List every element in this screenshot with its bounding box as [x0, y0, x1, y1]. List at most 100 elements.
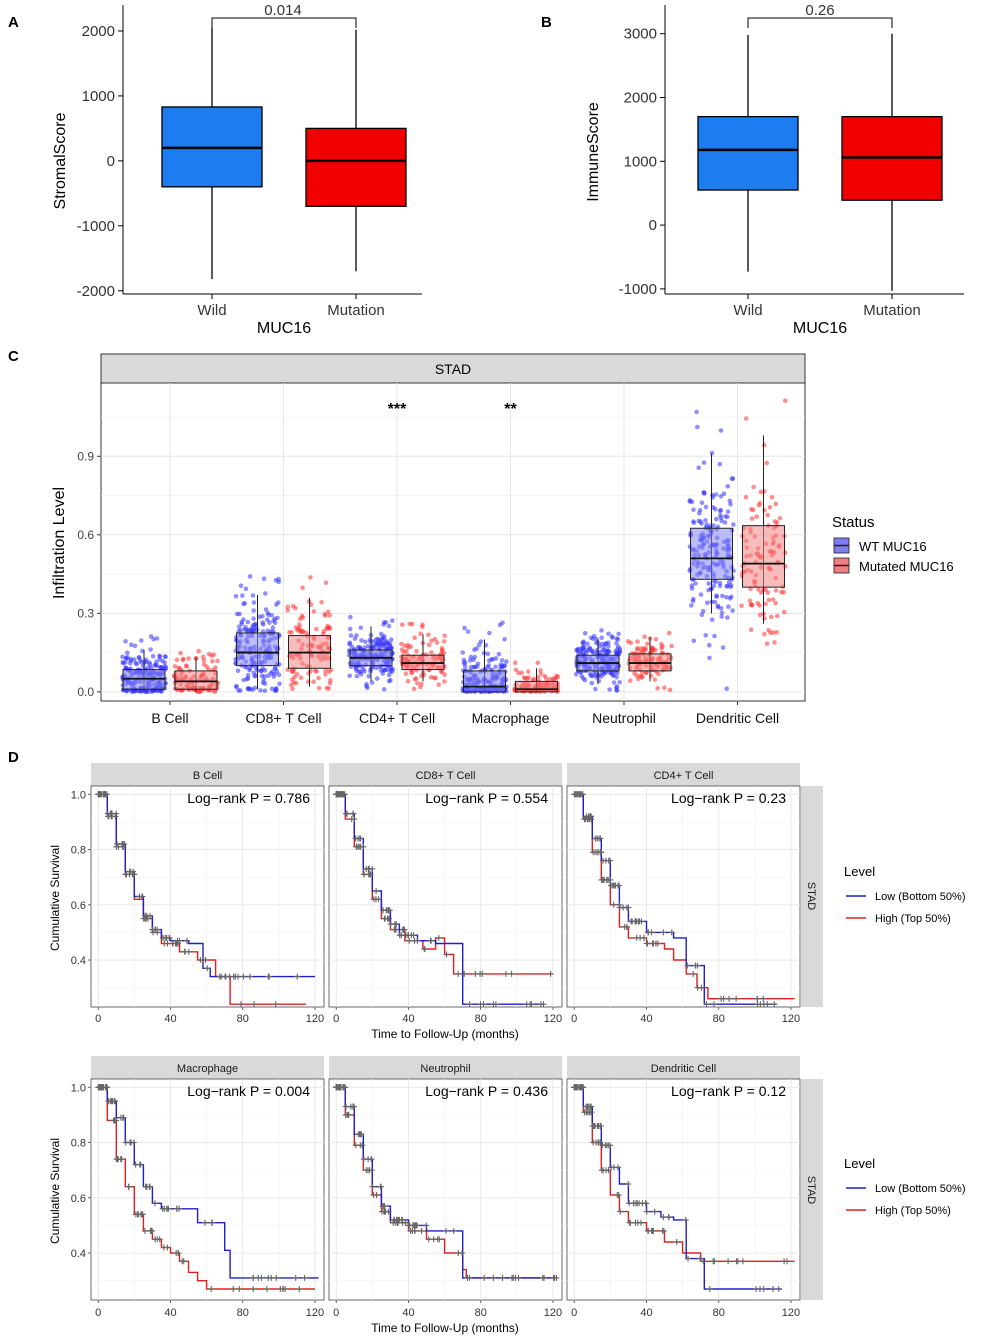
km-censor-mark [337, 1084, 344, 1091]
panel-c-point [652, 677, 658, 682]
km-censor-mark [540, 1001, 547, 1008]
panel-c-point [701, 490, 706, 495]
panel-c-point [276, 672, 282, 678]
panel-c-point [493, 664, 498, 670]
panel-c-point [241, 601, 246, 607]
km-censor-mark [771, 1001, 778, 1008]
panel-c-point [748, 627, 754, 632]
panel-d-row2-y-title: Cumulative Survival [48, 1138, 62, 1244]
km-censor-mark [692, 962, 699, 969]
km-censor-mark [571, 791, 578, 798]
km-strip [567, 763, 800, 786]
panel-c-point [389, 637, 394, 642]
km-curve-low [98, 793, 315, 978]
panel-c-point [386, 672, 392, 678]
km-censor-mark [409, 1227, 416, 1234]
panel-c-point [186, 656, 191, 661]
panel-c-point [297, 622, 302, 627]
panel-c-point [404, 649, 409, 654]
km-censor-mark [650, 1227, 657, 1234]
panel-c-point [689, 586, 695, 591]
panel-c-point [123, 655, 129, 661]
panel-c-point [583, 648, 589, 653]
panel-c-point [201, 654, 206, 660]
panel-c-point [605, 648, 611, 653]
panel-c-point [325, 609, 331, 615]
km-censor-mark [250, 1286, 257, 1292]
km-censor-mark [414, 1222, 421, 1229]
km-censor-mark [149, 1227, 155, 1234]
panel-c-point [260, 680, 266, 685]
panel-c-point [749, 602, 755, 608]
panel-c-point [442, 679, 447, 684]
panel-c-point [718, 428, 724, 433]
km-censor-mark [247, 973, 253, 980]
panel-c-point [405, 678, 411, 684]
panel-c-point [769, 495, 775, 500]
panel-c-significance: *** [388, 401, 407, 418]
km-censor-mark [588, 1103, 594, 1110]
panel-c-point [139, 660, 144, 665]
km-plot-area [328, 785, 563, 1008]
panel-c-point [412, 635, 418, 640]
km-y-tick-label: 0.8 [71, 845, 86, 857]
km-strip [91, 1056, 324, 1079]
panel-c-point [387, 669, 393, 674]
panel-c-point [765, 512, 770, 518]
panel-c-point [378, 631, 384, 637]
panel-c-point [420, 622, 425, 627]
km-y-tick-label: 0.4 [71, 1248, 86, 1260]
panel-c-point [260, 666, 266, 671]
panel-b-x-title: MUC16 [793, 320, 847, 337]
panel-c-point [399, 641, 404, 647]
km-censor-mark [726, 995, 733, 1002]
km-censor-mark [356, 835, 363, 842]
panel-c-point [616, 631, 621, 637]
panel-c-point [642, 634, 647, 639]
panel-b-y-tick-label: -1000 [619, 281, 657, 298]
panel-c-point [412, 677, 418, 682]
panel-c-point [691, 507, 696, 512]
panel-c-point [233, 594, 239, 599]
km-censor-mark [734, 1258, 741, 1265]
panel-b-y-tick-label: 0 [649, 217, 657, 234]
panel-c-point [712, 599, 718, 605]
panel-c-point [262, 688, 268, 693]
panel-d: D Cumulative Survival Cumulative Surviva… [8, 749, 965, 1335]
panel-c-point [154, 663, 159, 669]
km-censor-mark [481, 1274, 488, 1281]
panel-c-point [415, 681, 420, 686]
km-y-tick-label: 0.6 [71, 900, 86, 912]
km-censor-mark [443, 1227, 449, 1234]
km-y-tick-label: 0.4 [71, 955, 86, 967]
km-censor-mark [120, 843, 127, 850]
panel-c-point [128, 658, 134, 663]
km-censor-mark [181, 948, 188, 955]
panel-c-point [249, 628, 254, 634]
panel-c-point [585, 641, 590, 647]
panel-a-bracket [211, 17, 357, 28]
panel-c-point [123, 665, 128, 670]
panel-c-point [775, 613, 780, 619]
km-x-tick-label: 0 [333, 1307, 339, 1319]
km-censor-mark [204, 965, 211, 972]
panel-c-point [614, 687, 620, 693]
km-censor-mark [616, 901, 623, 908]
panel-c-point [554, 673, 559, 679]
km-censor-mark [598, 1167, 605, 1174]
km-censor-mark [350, 1103, 356, 1110]
panel-c-x-tick-label: CD4+ T Cell [359, 710, 435, 726]
panel-c-point [669, 643, 674, 649]
panel-c-point [321, 631, 326, 637]
km-strip [329, 1056, 562, 1079]
panel-c-point [215, 658, 220, 664]
panel-c-point [749, 516, 755, 521]
panel-c-point [691, 638, 697, 644]
km-censor-mark [547, 970, 554, 977]
km-censor-mark [296, 1286, 303, 1292]
km-censor-mark [428, 937, 435, 944]
panel-d-row1-legend-title: Level [844, 864, 875, 879]
km-censor-mark [230, 1286, 237, 1292]
panel-c-point [599, 628, 604, 633]
panel-c-point [603, 641, 609, 646]
